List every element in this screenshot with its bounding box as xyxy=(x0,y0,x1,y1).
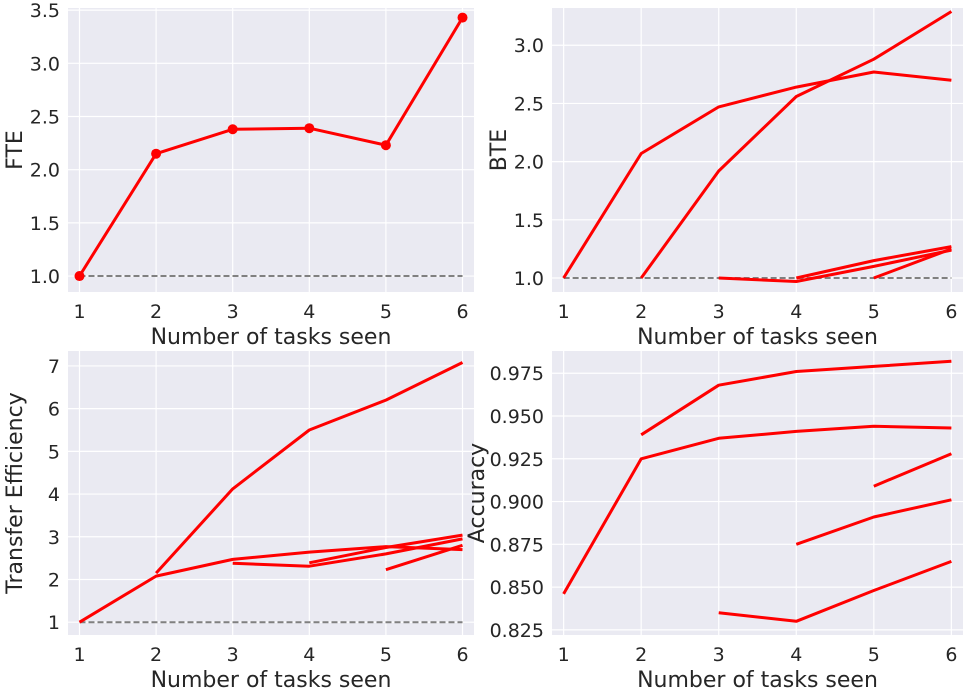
te-xtick-label: 4 xyxy=(303,644,315,666)
accuracy-xtick-label: 2 xyxy=(635,644,647,666)
fte-y-axis-label: FTE xyxy=(3,130,28,170)
fte-xtick-label: 1 xyxy=(73,301,85,323)
bte-ytick-label: 2.5 xyxy=(514,93,544,115)
fte-series-1-point xyxy=(74,271,85,282)
accuracy-series-1-line xyxy=(562,424,952,595)
accuracy-series-3-line xyxy=(718,559,952,623)
accuracy-xtick-label: 4 xyxy=(790,644,802,666)
accuracy-xtick-label: 3 xyxy=(713,644,725,666)
fte-series-1-point xyxy=(151,148,162,159)
accuracy-ytick-label: 0.900 xyxy=(490,492,544,514)
fte-plot-area xyxy=(68,8,474,292)
fte-xtick-label: 6 xyxy=(456,301,468,323)
te-chart: 1 2 3 4 5 6 1 2 3 4 5 6 7 Number of tasks seen Transfe… xyxy=(3,351,474,693)
te-xtick-label: 1 xyxy=(73,644,85,666)
te-ytick-label: 3 xyxy=(48,527,60,549)
bte-series-2-line xyxy=(639,10,953,279)
te-series-3-line xyxy=(232,537,463,568)
bte-chart: 1 2 3 4 5 6 1.0 1.5 2.0 2.5 3.0 Number of tasks see… xyxy=(487,8,963,350)
bte-series-1-line xyxy=(562,70,952,279)
bte-plot-area xyxy=(552,8,963,292)
accuracy-plot-area xyxy=(552,351,963,635)
bte-ytick-label: 1.5 xyxy=(514,210,544,232)
fte-series-1-point xyxy=(227,124,238,135)
te-series-1-line xyxy=(78,545,463,624)
bte-xtick-label: 5 xyxy=(868,301,880,323)
fte-ytick-label: 2.5 xyxy=(30,106,60,128)
fte-series-1-point xyxy=(380,140,391,151)
fte-x-axis-label: Number of tasks seen xyxy=(151,325,392,350)
accuracy-ytick-label: 0.875 xyxy=(490,534,544,556)
te-xtick-label: 2 xyxy=(150,644,162,666)
fte-ytick-label: 3.0 xyxy=(30,53,60,75)
accuracy-ytick-label: 0.925 xyxy=(490,449,544,471)
fte-chart: 1 2 3 4 5 6 1.0 1.5 2.0 2.5 3.0 3.5 Number of tasks … xyxy=(3,0,474,350)
bte-x-axis-label: Number of tasks seen xyxy=(637,325,878,350)
accuracy-ytick-label: 0.950 xyxy=(490,406,544,428)
bte-ytick-label: 3.0 xyxy=(514,35,544,57)
bte-xtick-label: 2 xyxy=(635,301,647,323)
accuracy-ytick-label: 0.850 xyxy=(490,577,544,599)
fte-xtick-label: 2 xyxy=(150,301,162,323)
fte-xtick-label: 3 xyxy=(227,301,239,323)
accuracy-xtick-label: 1 xyxy=(558,644,570,666)
bte-xtick-label: 3 xyxy=(713,301,725,323)
te-series-2-line xyxy=(154,361,464,575)
bte-xtick-label: 6 xyxy=(945,301,957,323)
te-ytick-label: 2 xyxy=(48,569,60,591)
te-xtick-label: 3 xyxy=(227,644,239,666)
fte-xtick-label: 4 xyxy=(303,301,315,323)
bte-series-4-line xyxy=(795,245,952,280)
bte-ytick-label: 1.0 xyxy=(514,268,544,290)
te-y-axis-label: Transfer Efficiency xyxy=(3,392,28,594)
te-x-axis-label: Number of tasks seen xyxy=(151,668,392,693)
bte-series-3-line xyxy=(718,248,952,283)
fte-series-1-point xyxy=(457,12,468,23)
fte-ytick-label: 1.0 xyxy=(30,266,60,288)
accuracy-ytick-label: 0.975 xyxy=(490,363,544,385)
te-ytick-label: 5 xyxy=(48,441,60,463)
accuracy-x-axis-label: Number of tasks seen xyxy=(637,668,878,693)
accuracy-series-2-line xyxy=(640,359,952,437)
accuracy-xtick-label: 5 xyxy=(868,644,880,666)
accuracy-chart: 1 2 3 4 5 6 0.825 0.850 0.875 0.900 0.925 0.950 0.97… xyxy=(465,351,963,693)
te-ytick-label: 1 xyxy=(48,612,60,634)
te-xtick-label: 5 xyxy=(380,644,392,666)
bte-xtick-label: 4 xyxy=(790,301,802,323)
accuracy-y-axis-label: Accuracy xyxy=(465,443,490,543)
bte-y-axis-label: BTE xyxy=(487,129,512,171)
fte-xtick-label: 5 xyxy=(380,301,392,323)
bte-xtick-label: 1 xyxy=(558,301,570,323)
bte-series-5-line xyxy=(873,247,952,280)
fte-ytick-label: 3.5 xyxy=(30,0,60,22)
fte-series-1-point xyxy=(304,123,315,134)
te-ytick-label: 6 xyxy=(48,399,60,421)
te-ytick-label: 7 xyxy=(48,356,60,378)
accuracy-series-5-line xyxy=(873,452,952,488)
te-xtick-label: 6 xyxy=(456,644,468,666)
te-series-5-line xyxy=(385,543,463,572)
fte-ytick-label: 2.0 xyxy=(30,160,60,182)
accuracy-ytick-label: 0.825 xyxy=(490,620,544,642)
fte-ytick-label: 1.5 xyxy=(30,213,60,235)
accuracy-series-4-line xyxy=(795,498,952,546)
te-ytick-label: 4 xyxy=(48,484,60,506)
te-series-4-line xyxy=(309,533,463,565)
fte-series-1-line xyxy=(78,16,464,277)
accuracy-xtick-label: 6 xyxy=(945,644,957,666)
bte-ytick-label: 2.0 xyxy=(514,152,544,174)
